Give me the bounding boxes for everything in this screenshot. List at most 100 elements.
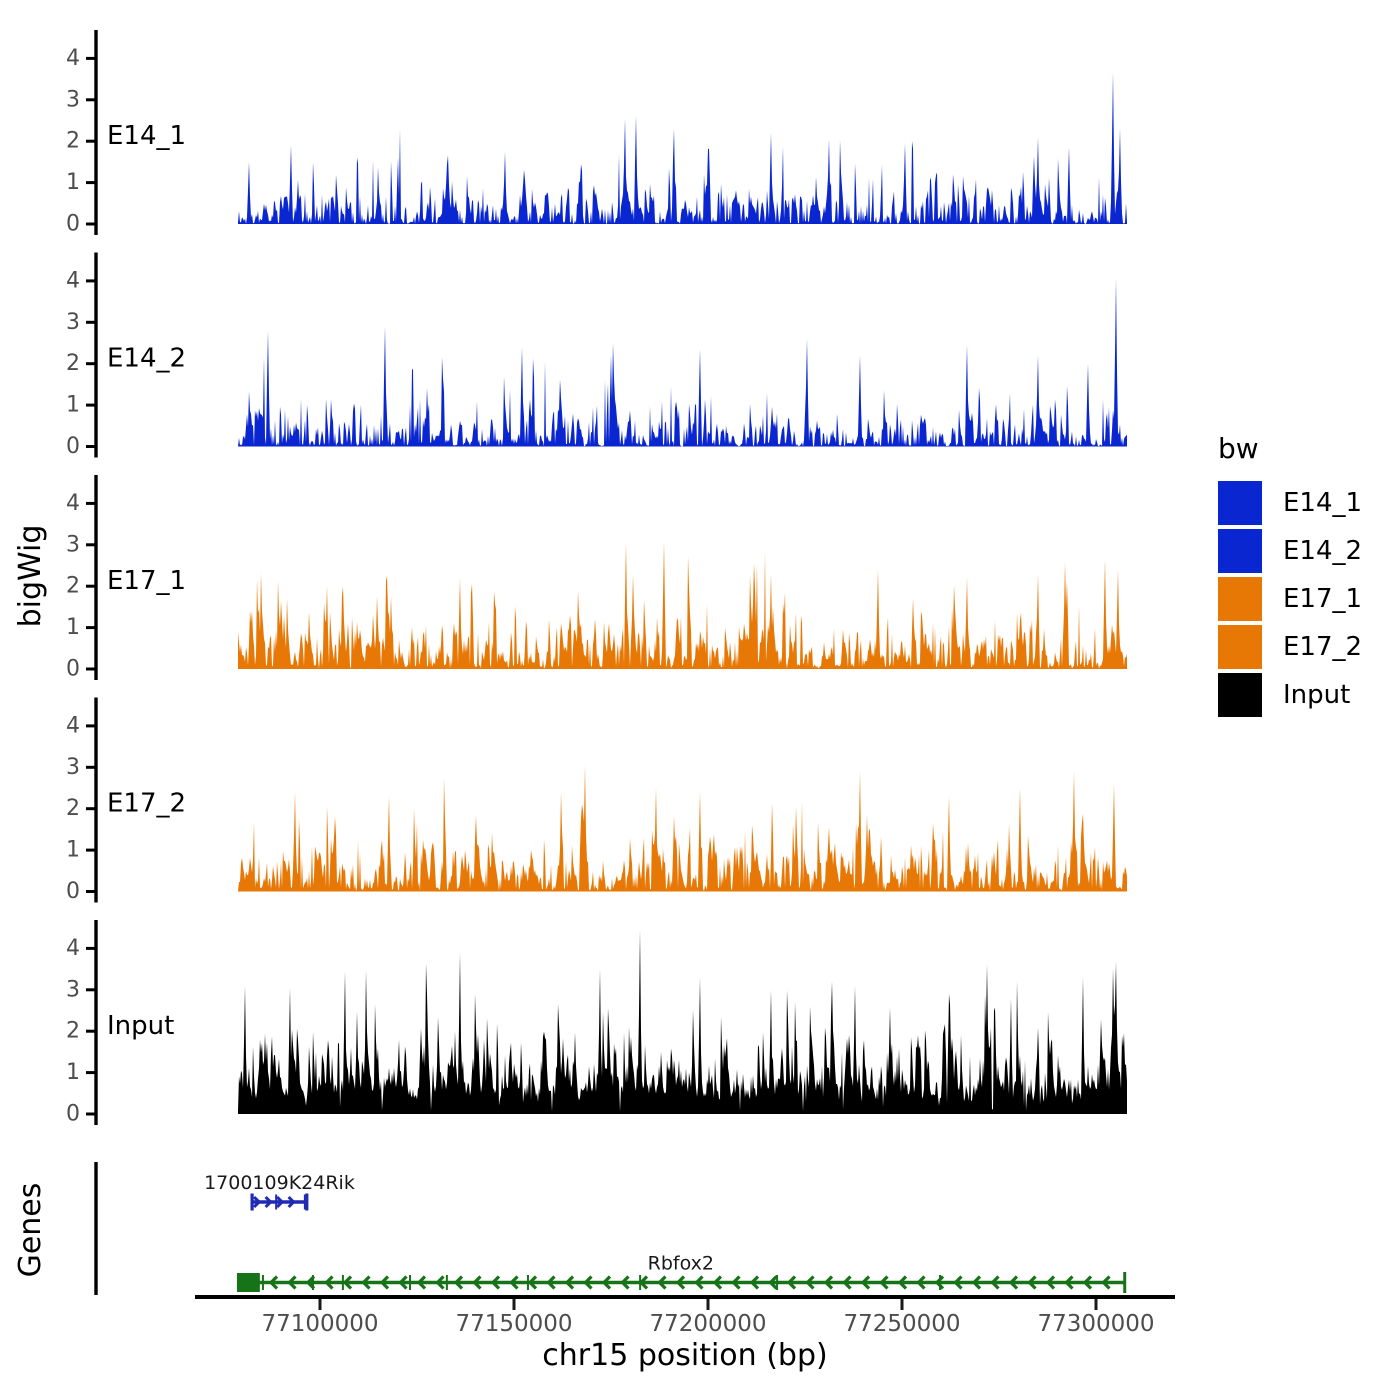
legend-group: bw E14_1 E14_2 E17_1 E17_2 Input [1218,432,1362,717]
y-tick-label: 0 [66,434,80,459]
gene-name-label: 1700109K24Rik [204,1172,355,1194]
y-tick-label: 2 [66,796,80,821]
strand-arrow-left [953,1275,963,1290]
strand-arrow-left [657,1275,667,1290]
strand-arrow-left [435,1275,445,1290]
track-panel-E14_1: 0 1 2 3 4 E14_1 [66,30,1127,237]
strand-arrow-left [361,1275,371,1290]
y-tick-label: 4 [66,46,80,71]
strand-arrow-left [971,1275,982,1290]
x-tick-label: 77300000 [1037,1311,1154,1337]
genes-axis-title: Genes [13,1183,48,1278]
y-tick-label: 4 [66,713,80,738]
strand-arrow-left [490,1275,501,1290]
signal-area-E14_1 [238,72,1127,224]
legend-title: bw [1218,432,1259,465]
y-axis-title: bigWig [13,525,48,628]
strand-arrow-left [342,1275,353,1290]
x-tick-label: 77100000 [261,1311,378,1337]
y-tick-label: 4 [66,491,80,516]
strand-arrow-left [934,1275,945,1290]
legend-item-label: E14_1 [1283,488,1362,518]
legend-swatch-E17_1 [1218,577,1262,621]
y-tick-label: 1 [66,170,80,195]
strand-arrow-left [638,1275,649,1290]
track-label: E17_2 [107,789,186,819]
legend-item-label: E17_1 [1283,584,1362,614]
strand-arrow-left [675,1275,686,1290]
legend-item-label: Input [1283,680,1350,710]
strand-arrow-left [897,1275,908,1290]
y-tick-label: 0 [66,657,80,682]
gene-Rbfox2: Rbfox2 [236,1253,1127,1293]
strand-arrow-left [879,1275,889,1290]
track-panel-E17_1: 0 1 2 3 4 E17_1 [66,475,1127,682]
gene-name-label: Rbfox2 [648,1253,714,1275]
strand-arrow-left [768,1275,778,1290]
x-axis-title: chr15 position (bp) [542,1338,827,1373]
strand-arrow-right [276,1195,285,1209]
strand-arrow-right [253,1195,262,1209]
track-label: Input [107,1011,174,1041]
strand-arrow-left [564,1275,575,1290]
track-panel-Input: 0 1 2 3 4 Input [66,920,1127,1127]
y-tick-label: 2 [66,129,80,154]
y-tick-label: 0 [66,1102,80,1127]
strand-arrow-left [805,1275,815,1290]
y-tick-label: 2 [66,1019,80,1044]
y-tick-label: 1 [66,393,80,418]
strand-arrow-left [749,1275,760,1290]
legend-swatch-E14_1 [1218,481,1262,525]
strand-arrow-left [823,1275,834,1290]
signal-area-E17_1 [238,540,1127,669]
signal-area-E17_2 [238,765,1127,892]
strand-arrow-left [324,1275,334,1290]
strand-arrow-left [860,1275,871,1290]
y-tick-label: 1 [66,1060,80,1085]
strand-arrow-left [842,1275,852,1290]
y-tick-label: 3 [66,532,80,557]
strand-arrow-left [398,1275,408,1290]
legend-swatch-Input [1218,673,1262,717]
genes-track-group: 1700109K24Rik Rbfox2 [94,1162,1127,1295]
legend-item-label: E17_2 [1283,632,1362,662]
track-panel-E14_2: 0 1 2 3 4 E14_2 [66,252,1127,459]
strand-arrow-left [1082,1275,1093,1290]
y-tick-label: 0 [66,212,80,237]
y-tick-label: 0 [66,879,80,904]
strand-arrow-left [546,1275,556,1290]
x-tick-label: 77150000 [455,1311,572,1337]
strand-arrow-left [620,1275,630,1290]
strand-arrow-left [527,1275,538,1290]
y-tick-label: 1 [66,838,80,863]
strand-arrow-left [583,1275,593,1290]
track-panel-E17_2: 0 1 2 3 4 E17_2 [66,697,1127,904]
strand-arrow-left [1101,1275,1111,1290]
y-tick-label: 2 [66,574,80,599]
y-tick-label: 3 [66,310,80,335]
legend-swatch-E17_2 [1218,625,1262,669]
legend-swatch-E14_2 [1218,529,1262,573]
y-tick-label: 2 [66,351,80,376]
track-label: E14_2 [107,344,186,374]
y-tick-label: 1 [66,615,80,640]
strand-arrow-left [416,1275,427,1290]
strand-arrow-left [1045,1275,1056,1290]
x-tick-label: 77200000 [649,1311,766,1337]
y-tick-label: 3 [66,977,80,1002]
strand-arrow-left [786,1275,797,1290]
signal-area-E14_2 [238,278,1127,447]
y-tick-label: 3 [66,755,80,780]
strand-arrow-left [1027,1275,1037,1290]
strand-arrow-left [1064,1275,1074,1290]
strand-arrow-right [287,1195,296,1209]
strand-arrow-left [601,1275,612,1290]
strand-arrow-left [694,1275,704,1290]
y-tick-label: 4 [66,936,80,961]
strand-arrow-left [305,1275,316,1290]
x-tick-label: 77250000 [843,1311,960,1337]
strand-arrow-left [268,1275,279,1290]
legend-item-label: E14_2 [1283,536,1362,566]
